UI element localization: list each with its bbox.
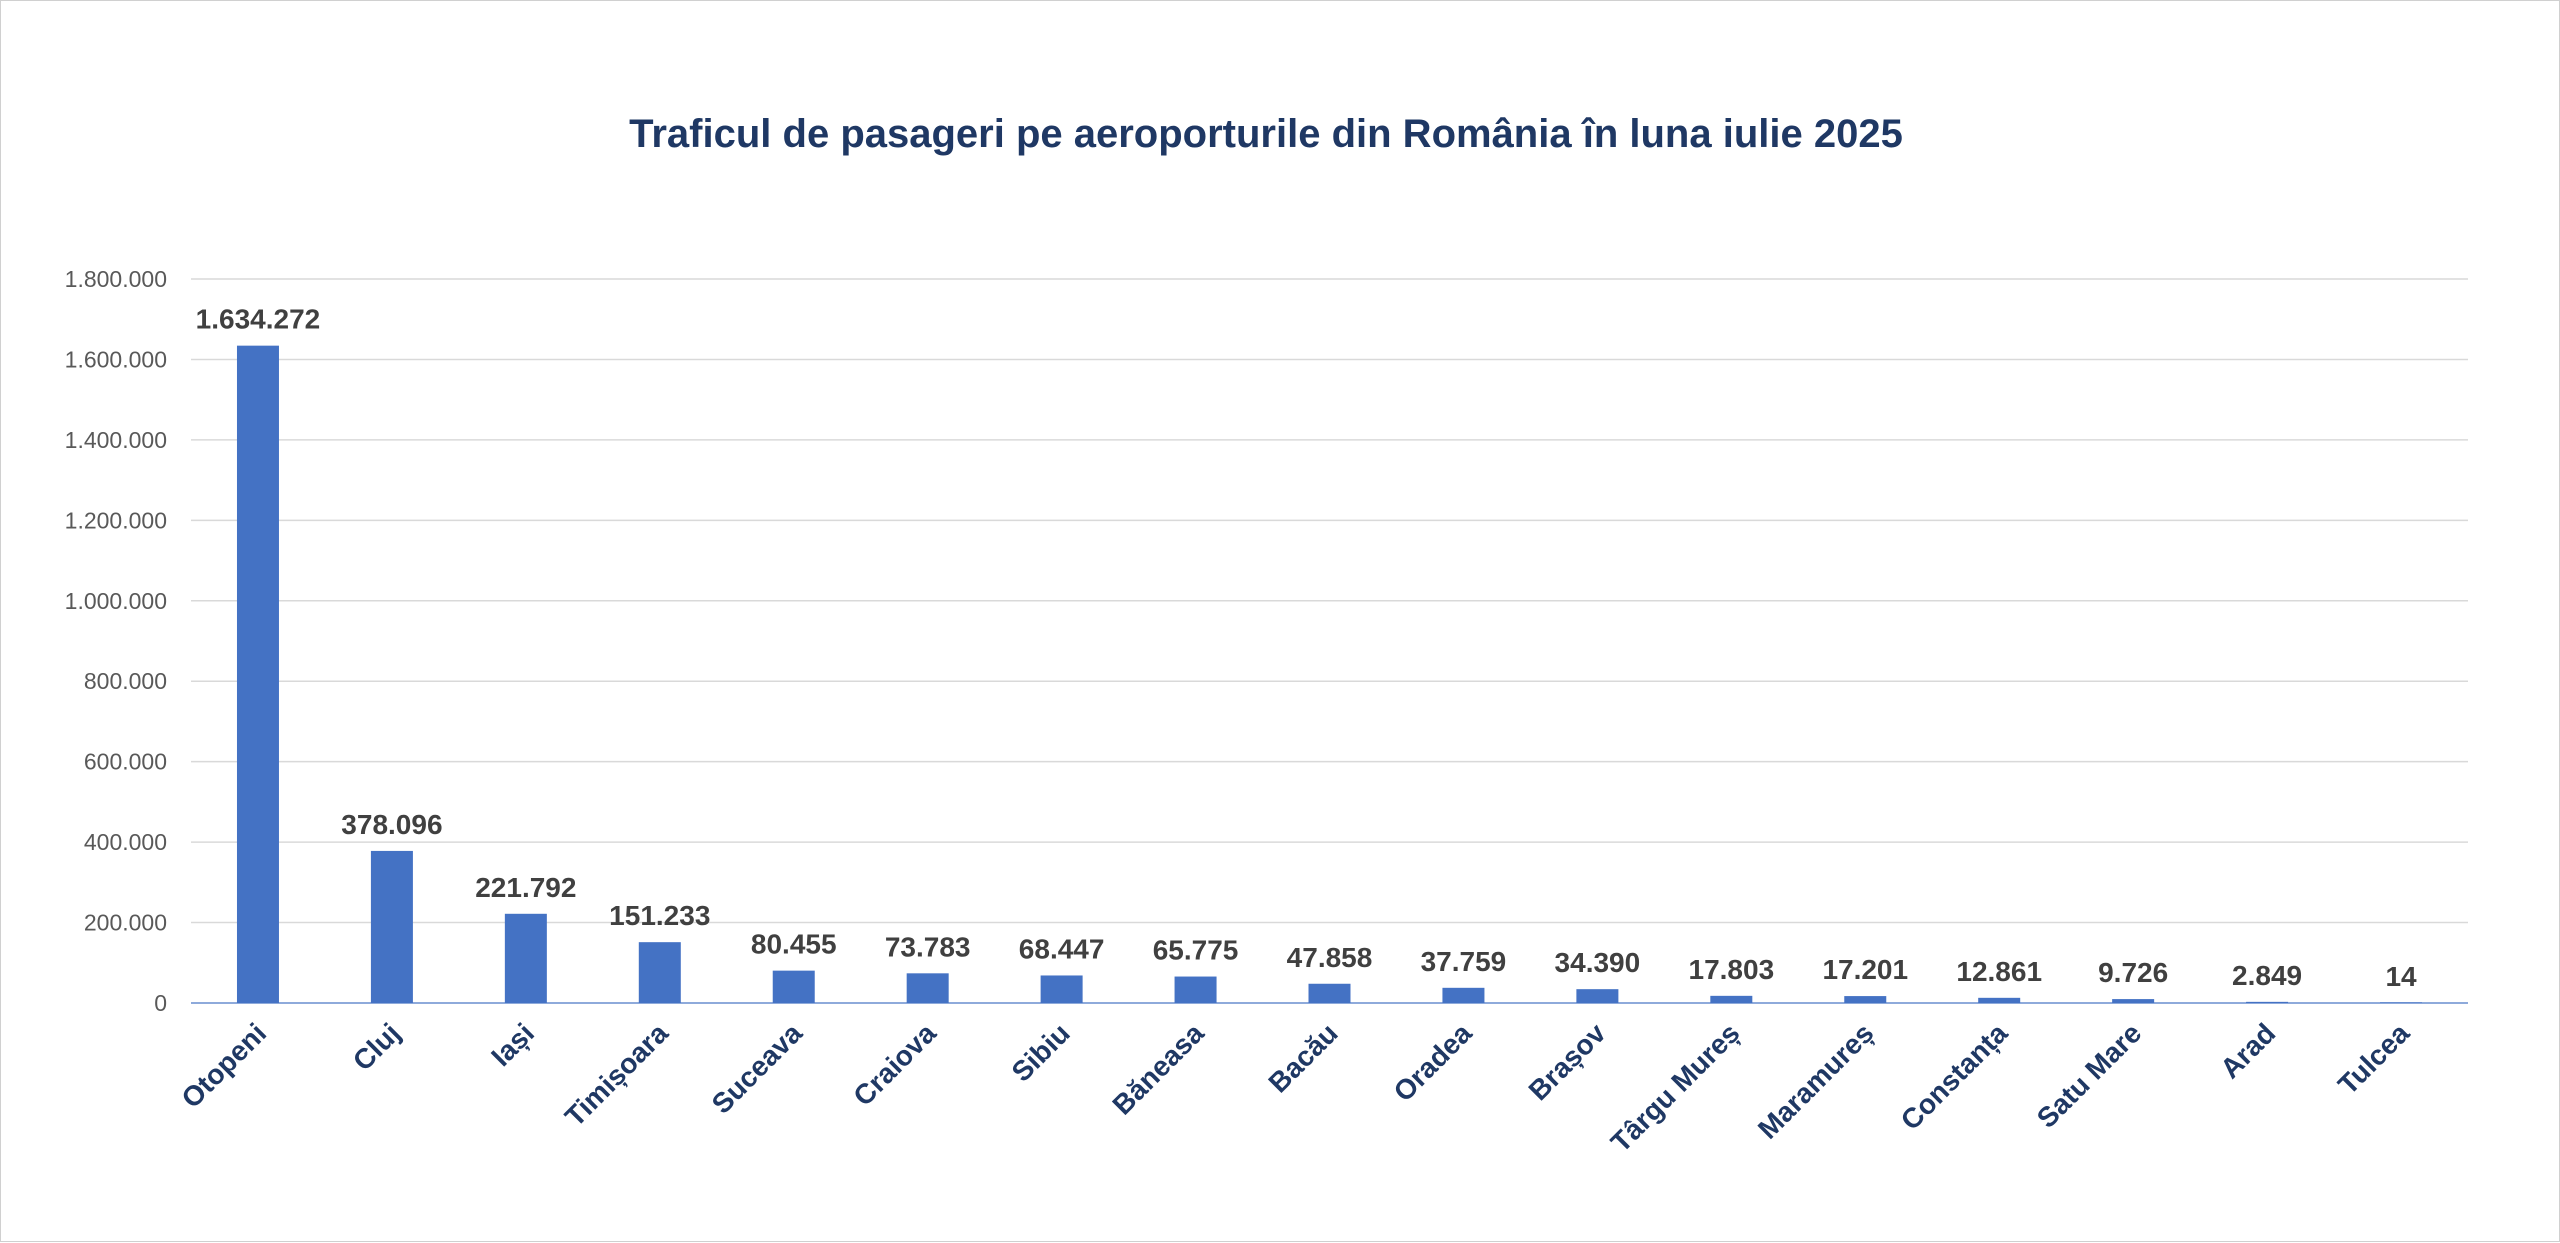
bar-2: [504, 913, 547, 1003]
y-tick-label: 400.000: [84, 829, 167, 855]
x-tick-label: Iași: [485, 1017, 540, 1072]
bar-0: [236, 345, 279, 1003]
y-tick-label: 1.000.000: [65, 588, 167, 614]
y-tick-label: 1.800.000: [65, 266, 167, 292]
x-tick-label: Băneasa: [1106, 1017, 1210, 1121]
x-tick-label: Sibiu: [1006, 1017, 1076, 1087]
x-tick-label: Târgu Mureș: [1605, 1017, 1746, 1158]
x-tick-label: Constanța: [1895, 1017, 2014, 1136]
bar-7: [1174, 976, 1217, 1003]
bar-6: [1040, 975, 1083, 1003]
bar-1: [370, 850, 413, 1003]
data-label: 221.792: [475, 872, 576, 903]
data-label: 12.861: [1956, 956, 2042, 987]
data-label: 14: [2385, 961, 2417, 992]
data-label: 378.096: [341, 809, 442, 840]
x-tick-label: Brașov: [1523, 1017, 1612, 1106]
data-label: 2.849: [2232, 960, 2302, 991]
bar-9: [1442, 987, 1485, 1003]
x-tick-label: Timișoara: [559, 1017, 674, 1132]
bar-8: [1308, 983, 1351, 1003]
y-tick-label: 200.000: [84, 910, 167, 936]
data-label: 9.726: [2098, 957, 2168, 988]
y-tick-label: 0: [154, 990, 167, 1016]
bar-16: [2380, 1002, 2423, 1003]
y-tick-label: 1.200.000: [65, 507, 167, 533]
bar-13: [1978, 997, 2021, 1003]
data-label: 151.233: [609, 900, 710, 931]
x-tick-label: Maramureș: [1752, 1017, 1880, 1145]
x-tick-label: Bacău: [1262, 1017, 1343, 1098]
y-axis-ticks: 0 200.000 400.000 600.000 800.000 1.000.000 1.…: [65, 266, 167, 1016]
x-tick-label: Satu Mare: [2031, 1017, 2148, 1134]
bar-10: [1576, 989, 1619, 1003]
data-labels: 1.634.272 378.096 221.792 151.233 80.455 73.7…: [196, 304, 2417, 992]
bar-3: [638, 942, 681, 1003]
x-axis-ticks: Otopeni Cluj Iași Timișoara Suceava Craiova Si…: [176, 1017, 2416, 1158]
data-label: 65.775: [1153, 935, 1239, 966]
data-label: 80.455: [751, 929, 837, 960]
bar-5: [906, 973, 949, 1003]
data-label: 68.447: [1019, 933, 1105, 964]
x-tick-label: Suceava: [706, 1017, 809, 1120]
x-tick-label: Arad: [2214, 1017, 2281, 1084]
data-label: 17.201: [1822, 954, 1908, 985]
x-tick-label: Cluj: [347, 1017, 406, 1076]
x-tick-label: Oradea: [1388, 1017, 1478, 1107]
y-tick-label: 1.400.000: [65, 427, 167, 453]
data-label: 17.803: [1689, 954, 1775, 985]
bars: [236, 345, 2423, 1003]
bar-4: [772, 970, 815, 1003]
data-label: 1.634.272: [196, 304, 321, 335]
y-tick-label: 800.000: [84, 668, 167, 694]
bar-12: [1844, 996, 1887, 1003]
x-tick-label: Tulcea: [2332, 1017, 2415, 1100]
gridlines: [191, 278, 2468, 1004]
data-label: 73.783: [885, 931, 971, 962]
y-tick-label: 1.600.000: [65, 346, 167, 372]
bar-15: [2246, 1001, 2289, 1003]
chart-title: Traficul de pasageri pe aeroporturile di…: [629, 112, 1903, 156]
data-label: 47.858: [1287, 942, 1373, 973]
x-tick-label: Craiova: [847, 1017, 942, 1112]
bar-11: [1710, 995, 1753, 1003]
y-tick-label: 600.000: [84, 749, 167, 775]
data-label: 37.759: [1421, 946, 1507, 977]
bar-14: [2112, 999, 2155, 1003]
x-tick-label: Otopeni: [176, 1017, 273, 1114]
data-label: 34.390: [1555, 947, 1641, 978]
